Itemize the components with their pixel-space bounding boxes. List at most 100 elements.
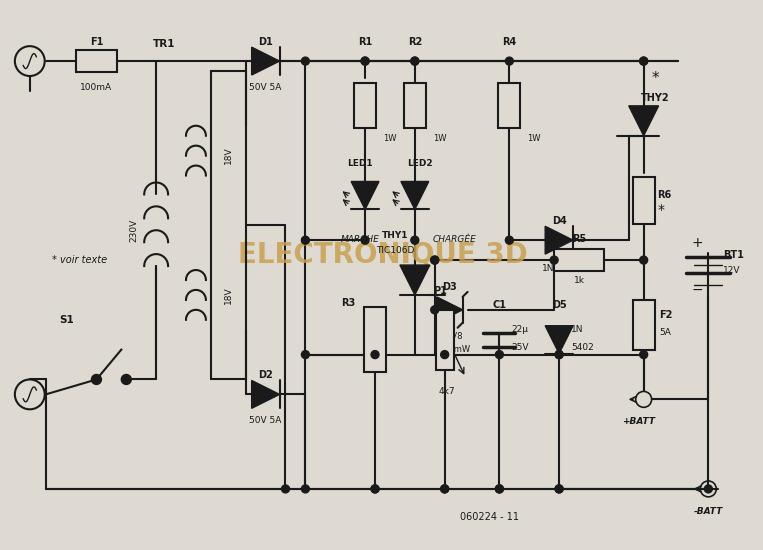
Text: D4: D4 [552,216,566,226]
Text: R1: R1 [358,37,372,47]
Text: 12V: 12V [723,266,741,274]
Circle shape [555,350,563,359]
Circle shape [495,485,504,493]
Text: 820 Ω: 820 Ω [410,89,420,111]
Bar [498,84,520,128]
Circle shape [441,485,449,493]
Text: 1W: 1W [383,134,397,142]
Circle shape [301,57,309,65]
Circle shape [555,485,563,493]
Text: 1N4004: 1N4004 [542,264,577,273]
Bar [436,310,454,370]
Text: TIC106D: TIC106D [375,246,414,255]
Polygon shape [400,265,430,295]
Text: 5402: 5402 [571,343,594,352]
Text: R3: R3 [341,298,355,308]
Circle shape [639,350,648,359]
Circle shape [371,350,379,359]
Text: 060224 - 11: 060224 - 11 [460,512,519,522]
Text: 18V: 18V [224,286,233,304]
Circle shape [431,256,439,264]
Circle shape [495,485,504,493]
Polygon shape [436,297,462,323]
Text: 18V: 18V [224,147,233,164]
Text: 5A: 5A [659,328,671,337]
Text: *: * [652,71,659,86]
Text: +: + [692,236,703,250]
Text: 1W: 1W [433,134,446,142]
Circle shape [431,256,439,264]
Polygon shape [351,182,379,210]
Circle shape [495,350,504,359]
Circle shape [555,485,563,493]
Text: -BATT: -BATT [694,507,723,516]
Circle shape [301,485,309,493]
Circle shape [361,57,369,65]
Text: * voir texte: * voir texte [52,255,107,265]
Text: LED2: LED2 [407,158,433,168]
Polygon shape [252,381,279,408]
Circle shape [555,350,563,359]
Text: +BATT: +BATT [622,417,655,426]
Bar [554,249,604,271]
Text: 6V8: 6V8 [446,332,463,340]
Circle shape [92,375,101,384]
Text: R4: R4 [502,37,517,47]
Circle shape [431,306,439,314]
Text: −: − [692,283,703,297]
Text: D2: D2 [258,371,273,381]
Text: 1W: 1W [527,134,541,142]
Bar [76,50,118,72]
Text: P1: P1 [433,286,446,296]
Text: 10k: 10k [371,327,379,343]
Circle shape [505,236,513,244]
Bar [633,300,655,350]
Text: 680 Ω: 680 Ω [505,89,513,111]
Circle shape [301,350,309,359]
Text: D1: D1 [258,37,273,47]
Text: R6: R6 [658,190,672,200]
Text: ELECTRONIQUE 3D: ELECTRONIQUE 3D [238,241,528,269]
Circle shape [410,57,419,65]
Polygon shape [546,326,573,354]
Text: CHARGÉE: CHARGÉE [433,235,477,244]
Circle shape [301,236,309,244]
Bar [354,84,376,128]
Bar [404,84,426,128]
Text: R2: R2 [407,37,422,47]
Text: 1k: 1k [574,276,584,285]
Text: S1: S1 [60,315,74,324]
Text: THY1: THY1 [382,231,408,240]
Circle shape [361,236,369,244]
Text: R5: R5 [572,234,586,244]
Text: 50V 5A: 50V 5A [250,416,282,425]
Text: BT1: BT1 [723,250,744,260]
Polygon shape [629,106,658,136]
Circle shape [639,256,648,264]
Text: 1N: 1N [571,325,584,334]
Text: 400mW: 400mW [439,345,471,354]
Circle shape [282,485,289,493]
Bar [211,71,246,379]
Circle shape [371,485,379,493]
Bar [633,177,655,224]
Text: F1: F1 [90,37,103,47]
Text: 22μ: 22μ [511,325,528,334]
Circle shape [441,485,449,493]
Circle shape [639,57,648,65]
Text: THY2: THY2 [641,93,670,103]
Circle shape [704,485,713,493]
Text: LED1: LED1 [347,158,373,168]
Circle shape [505,57,513,65]
Circle shape [361,57,369,65]
Text: 50V 5A: 50V 5A [250,83,282,92]
Circle shape [410,57,419,65]
Polygon shape [401,182,429,210]
Text: MARCHE: MARCHE [340,235,379,244]
Bar [364,307,386,372]
Circle shape [441,350,449,359]
Polygon shape [252,47,279,75]
Text: C1: C1 [492,300,507,310]
Text: D3: D3 [443,282,457,292]
Polygon shape [546,226,573,254]
